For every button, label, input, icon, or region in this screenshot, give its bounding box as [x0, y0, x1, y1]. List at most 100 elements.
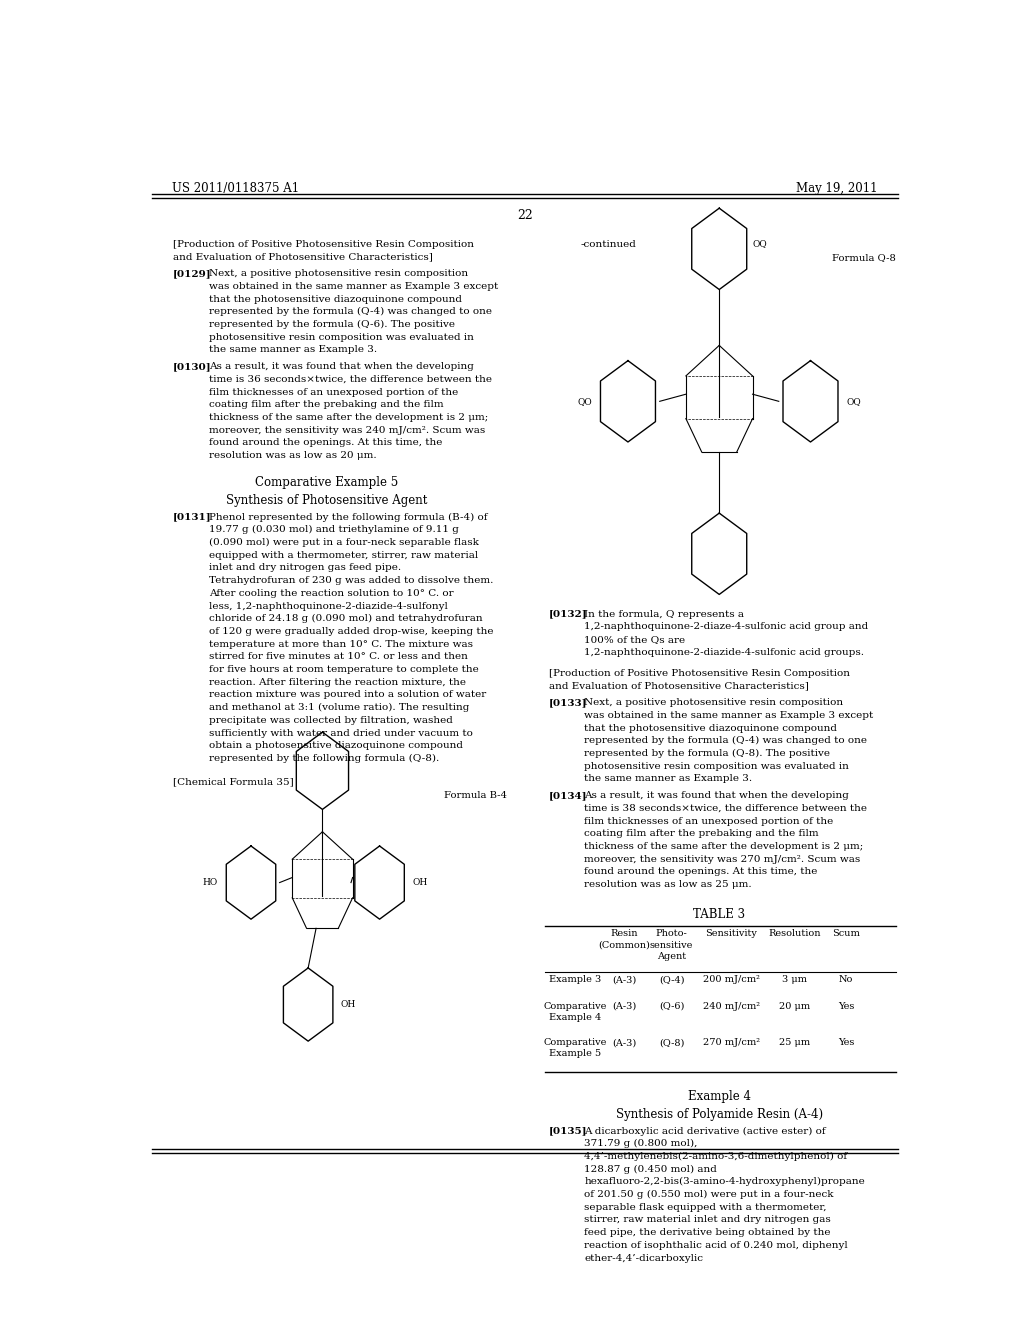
Text: As a result, it was found that when the developing: As a result, it was found that when the …: [209, 362, 474, 371]
Text: represented by the formula (Q-8). The positive: represented by the formula (Q-8). The po…: [585, 748, 830, 758]
Text: thickness of the same after the development is 2 μm;: thickness of the same after the developm…: [209, 413, 488, 422]
Text: feed pipe, the derivative being obtained by the: feed pipe, the derivative being obtained…: [585, 1228, 830, 1237]
Text: OH: OH: [412, 878, 427, 887]
Text: represented by the formula (Q-4) was changed to one: represented by the formula (Q-4) was cha…: [209, 308, 492, 317]
Text: [0131]: [0131]: [173, 512, 212, 521]
Text: represented by the formula (Q-4) was changed to one: represented by the formula (Q-4) was cha…: [585, 737, 867, 746]
Text: of 120 g were gradually added drop-wise, keeping the: of 120 g were gradually added drop-wise,…: [209, 627, 494, 636]
Text: (A-3): (A-3): [612, 1038, 636, 1047]
Text: 20 μm: 20 μm: [779, 1002, 810, 1011]
Text: inlet and dry nitrogen gas feed pipe.: inlet and dry nitrogen gas feed pipe.: [209, 564, 401, 573]
Text: Agent: Agent: [657, 952, 686, 961]
Text: Formula B-4: Formula B-4: [444, 791, 507, 800]
Text: Synthesis of Polyamide Resin (A-4): Synthesis of Polyamide Resin (A-4): [615, 1109, 823, 1121]
Text: (Q-8): (Q-8): [658, 1038, 684, 1047]
Text: was obtained in the same manner as Example 3 except: was obtained in the same manner as Examp…: [585, 710, 873, 719]
Text: for five hours at room temperature to complete the: for five hours at room temperature to co…: [209, 665, 478, 675]
Text: QO: QO: [578, 397, 592, 405]
Text: film thicknesses of an unexposed portion of the: film thicknesses of an unexposed portion…: [585, 817, 834, 825]
Text: Resolution: Resolution: [768, 929, 821, 939]
Text: May 19, 2011: May 19, 2011: [797, 182, 878, 195]
Text: hexafluoro-2,2-bis(3-amino-4-hydroxyphenyl)propane: hexafluoro-2,2-bis(3-amino-4-hydroxyphen…: [585, 1177, 865, 1187]
Text: that the photosensitive diazoquinone compound: that the photosensitive diazoquinone com…: [209, 294, 462, 304]
Text: After cooling the reaction solution to 10° C. or: After cooling the reaction solution to 1…: [209, 589, 454, 598]
Text: [0132]: [0132]: [549, 610, 587, 619]
Text: [0130]: [0130]: [173, 362, 212, 371]
Text: ether-4,4’-dicarboxylic: ether-4,4’-dicarboxylic: [585, 1254, 703, 1262]
Text: (A-3): (A-3): [612, 975, 636, 985]
Text: resolution was as low as 20 μm.: resolution was as low as 20 μm.: [209, 451, 377, 461]
Text: sensitive: sensitive: [650, 941, 693, 949]
Text: time is 36 seconds×twice, the difference between the: time is 36 seconds×twice, the difference…: [209, 375, 492, 384]
Text: moreover, the sensitivity was 240 mJ/cm². Scum was: moreover, the sensitivity was 240 mJ/cm²…: [209, 426, 485, 434]
Text: As a result, it was found that when the developing: As a result, it was found that when the …: [585, 791, 849, 800]
Text: reaction of isophthalic acid of 0.240 mol, diphenyl: reaction of isophthalic acid of 0.240 mo…: [585, 1241, 848, 1250]
Text: Sensitivity: Sensitivity: [706, 929, 757, 939]
Text: 1,2-naphthoquinone-2-diaze-4-sulfonic acid group and: 1,2-naphthoquinone-2-diaze-4-sulfonic ac…: [585, 623, 868, 631]
Text: A dicarboxylic acid derivative (active ester) of: A dicarboxylic acid derivative (active e…: [585, 1126, 826, 1135]
Text: [0135]: [0135]: [549, 1126, 587, 1135]
Text: was obtained in the same manner as Example 3 except: was obtained in the same manner as Examp…: [209, 282, 499, 290]
Text: resolution was as low as 25 μm.: resolution was as low as 25 μm.: [585, 880, 752, 890]
Text: 240 mJ/cm²: 240 mJ/cm²: [702, 1002, 760, 1011]
Text: Comparative: Comparative: [543, 1038, 606, 1047]
Text: thickness of the same after the development is 2 μm;: thickness of the same after the developm…: [585, 842, 863, 851]
Text: Yes: Yes: [838, 1038, 854, 1047]
Text: In the formula, Q represents a: In the formula, Q represents a: [585, 610, 744, 619]
Text: obtain a photosensitive diazoquinone compound: obtain a photosensitive diazoquinone com…: [209, 742, 463, 750]
Text: OQ: OQ: [753, 239, 767, 248]
Text: Next, a positive photosensitive resin composition: Next, a positive photosensitive resin co…: [209, 269, 468, 279]
Text: 371.79 g (0.800 mol),: 371.79 g (0.800 mol),: [585, 1139, 697, 1148]
Text: [Production of Positive Photosensitive Resin Composition: [Production of Positive Photosensitive R…: [549, 669, 850, 677]
Text: Phenol represented by the following formula (B-4) of: Phenol represented by the following form…: [209, 512, 487, 521]
Text: the same manner as Example 3.: the same manner as Example 3.: [585, 775, 753, 783]
Text: 128.87 g (0.450 mol) and: 128.87 g (0.450 mol) and: [585, 1164, 717, 1173]
Text: stirrer, raw material inlet and dry nitrogen gas: stirrer, raw material inlet and dry nitr…: [585, 1216, 831, 1225]
Text: film thicknesses of an unexposed portion of the: film thicknesses of an unexposed portion…: [209, 388, 458, 396]
Text: less, 1,2-naphthoquinone-2-diazide-4-sulfonyl: less, 1,2-naphthoquinone-2-diazide-4-sul…: [209, 602, 447, 611]
Text: of 201.50 g (0.550 mol) were put in a four-neck: of 201.50 g (0.550 mol) were put in a fo…: [585, 1191, 834, 1199]
Text: chloride of 24.18 g (0.090 mol) and tetrahydrofuran: chloride of 24.18 g (0.090 mol) and tetr…: [209, 614, 482, 623]
Text: Synthesis of Photosensitive Agent: Synthesis of Photosensitive Agent: [225, 494, 427, 507]
Text: US 2011/0118375 A1: US 2011/0118375 A1: [172, 182, 299, 195]
Text: found around the openings. At this time, the: found around the openings. At this time,…: [585, 867, 818, 876]
Text: [0133]: [0133]: [549, 698, 587, 708]
Text: precipitate was collected by filtration, washed: precipitate was collected by filtration,…: [209, 715, 453, 725]
Text: (Q-6): (Q-6): [658, 1002, 684, 1011]
Text: Resin: Resin: [610, 929, 638, 939]
Text: Example 5: Example 5: [549, 1049, 601, 1059]
Text: Tetrahydrofuran of 230 g was added to dissolve them.: Tetrahydrofuran of 230 g was added to di…: [209, 576, 494, 585]
Text: reaction. After filtering the reaction mixture, the: reaction. After filtering the reaction m…: [209, 677, 466, 686]
Text: time is 38 seconds×twice, the difference between the: time is 38 seconds×twice, the difference…: [585, 804, 867, 813]
Text: the same manner as Example 3.: the same manner as Example 3.: [209, 346, 377, 354]
Text: and Evaluation of Photosensitive Characteristics]: and Evaluation of Photosensitive Charact…: [173, 252, 433, 261]
Text: Next, a positive photosensitive resin composition: Next, a positive photosensitive resin co…: [585, 698, 844, 708]
Text: HO: HO: [203, 878, 218, 887]
Text: [0134]: [0134]: [549, 791, 587, 800]
Text: TABLE 3: TABLE 3: [693, 908, 745, 921]
Text: represented by the following formula (Q-8).: represented by the following formula (Q-…: [209, 754, 439, 763]
Text: (A-3): (A-3): [612, 1002, 636, 1011]
Text: [0129]: [0129]: [173, 269, 212, 279]
Text: Example 3: Example 3: [549, 975, 601, 985]
Text: 1,2-naphthoquinone-2-diazide-4-sulfonic acid groups.: 1,2-naphthoquinone-2-diazide-4-sulfonic …: [585, 648, 864, 657]
Text: Comparative: Comparative: [543, 1002, 606, 1011]
Text: Comparative Example 5: Comparative Example 5: [255, 477, 398, 488]
Text: stirred for five minutes at 10° C. or less and then: stirred for five minutes at 10° C. or le…: [209, 652, 468, 661]
Text: moreover, the sensitivity was 270 mJ/cm². Scum was: moreover, the sensitivity was 270 mJ/cm²…: [585, 854, 860, 863]
Text: Example 4: Example 4: [688, 1090, 751, 1104]
Text: equipped with a thermometer, stirrer, raw material: equipped with a thermometer, stirrer, ra…: [209, 550, 478, 560]
Text: coating film after the prebaking and the film: coating film after the prebaking and the…: [585, 829, 819, 838]
Text: and methanol at 3:1 (volume ratio). The resulting: and methanol at 3:1 (volume ratio). The …: [209, 704, 469, 713]
Text: reaction mixture was poured into a solution of water: reaction mixture was poured into a solut…: [209, 690, 486, 700]
Text: -continued: -continued: [581, 240, 636, 248]
Text: No: No: [839, 975, 853, 985]
Text: represented by the formula (Q-6). The positive: represented by the formula (Q-6). The po…: [209, 319, 455, 329]
Text: 25 μm: 25 μm: [779, 1038, 810, 1047]
Text: [Chemical Formula 35]: [Chemical Formula 35]: [173, 777, 294, 785]
Text: and Evaluation of Photosensitive Characteristics]: and Evaluation of Photosensitive Charact…: [549, 681, 809, 690]
Text: (Common): (Common): [598, 941, 650, 949]
Text: Yes: Yes: [838, 1002, 854, 1011]
Text: photosensitive resin composition was evaluated in: photosensitive resin composition was eva…: [209, 333, 474, 342]
Text: [Production of Positive Photosensitive Resin Composition: [Production of Positive Photosensitive R…: [173, 240, 474, 248]
